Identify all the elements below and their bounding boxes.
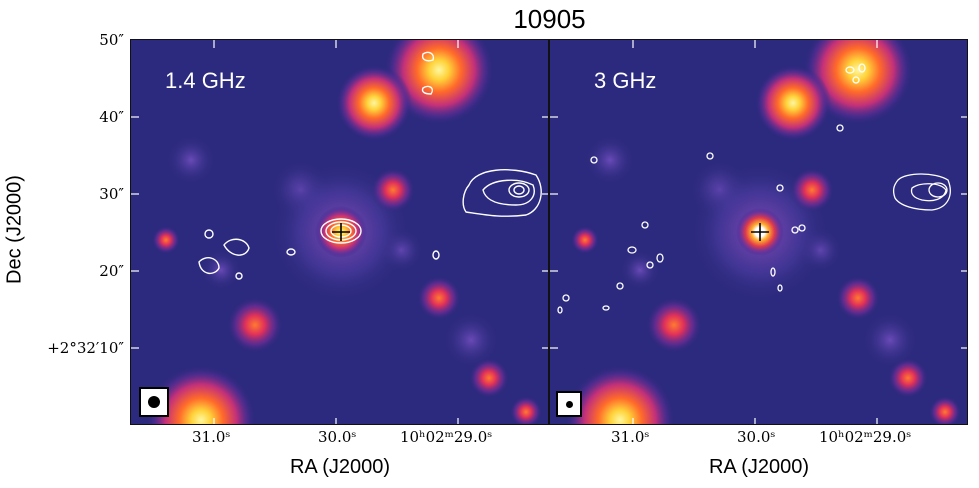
x-tick-label: 30.0ˢ	[318, 428, 357, 446]
x-tick-label: 30.0ˢ	[737, 428, 776, 446]
y-tick-label: 20″	[99, 262, 124, 280]
x-axis-label: RA (J2000)	[708, 456, 810, 478]
beam-size-indicator	[556, 391, 582, 417]
x-tick-label: 10ʰ02ᵐ29.0ˢ	[819, 428, 912, 446]
panel-3ghz: 3 GHz	[549, 39, 968, 425]
image-1-4ghz	[131, 40, 548, 424]
x-tick-label: 31.0ˢ	[611, 428, 650, 446]
y-tick-label: 50″	[99, 31, 124, 49]
beam-size-indicator	[139, 387, 169, 417]
figure-title: 10905	[513, 4, 586, 34]
y-tick-label: 40″	[99, 108, 124, 126]
panel-1-4ghz: 1.4 GHz	[130, 39, 549, 425]
image-3ghz	[550, 40, 967, 424]
x-tick-label: 10ʰ02ᵐ29.0ˢ	[400, 428, 493, 446]
x-tick-label: 31.0ˢ	[192, 428, 231, 446]
y-tick-label: 30″	[99, 185, 124, 203]
y-tick-label: +2°32′10″	[47, 339, 124, 357]
panel-frequency-label: 1.4 GHz	[165, 68, 246, 93]
beam-ellipse	[566, 401, 573, 408]
x-axis-label: RA (J2000)	[289, 456, 391, 478]
beam-ellipse	[148, 396, 160, 408]
panel-frequency-label: 3 GHz	[594, 68, 657, 93]
